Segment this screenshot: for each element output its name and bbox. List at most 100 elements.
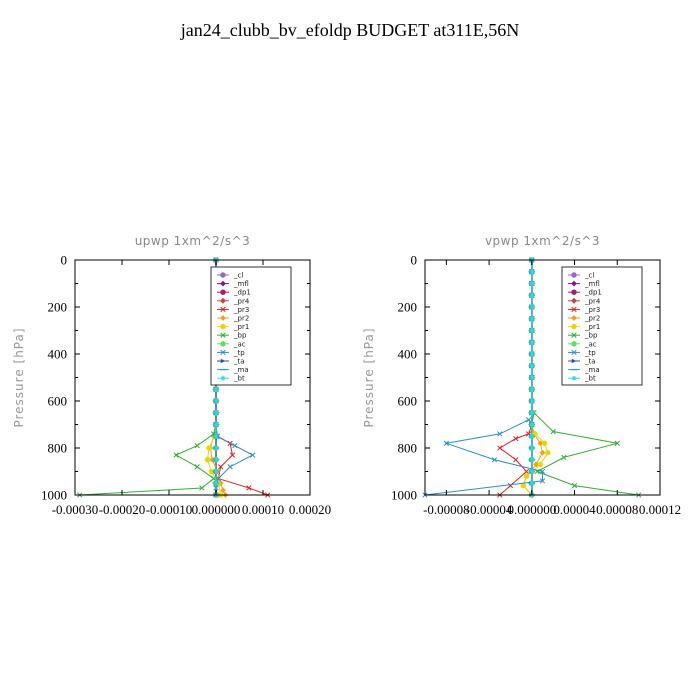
data-point <box>213 469 219 474</box>
data-point <box>529 316 535 322</box>
legend-marker <box>220 375 226 381</box>
legend-item: _bp <box>217 332 247 340</box>
data-point <box>545 450 551 456</box>
data-point <box>507 482 514 489</box>
y-tick-label: 1000 <box>391 488 417 503</box>
data-point <box>561 454 567 461</box>
x-tick-label: 0.00010 <box>242 502 284 517</box>
data-point <box>497 445 503 451</box>
legend-label: _bt <box>233 375 245 383</box>
legend-item: _bp <box>568 332 598 340</box>
series-line <box>522 260 549 496</box>
legend-marker <box>220 297 226 304</box>
page-title: jan24_clubb_bv_efoldp BUDGET at311E,56N <box>180 20 520 40</box>
data-point <box>497 431 503 437</box>
legend-label: _pr3 <box>233 306 249 314</box>
data-point <box>213 457 219 463</box>
data-point <box>513 457 519 463</box>
vpwp-panel: vpwp 1xm^2/s^3 Pressure [hPa] 0 200 400 600 80… <box>362 234 681 517</box>
y-tick-label: 600 <box>48 394 68 409</box>
legend-item: _ac <box>568 340 597 348</box>
legend-label: _dp1 <box>233 289 251 297</box>
legend-item: _mfl <box>217 280 249 288</box>
series-bt <box>529 257 535 498</box>
y-tick-label: 200 <box>398 300 418 315</box>
x-tick-label: 0.00004 <box>553 502 596 517</box>
legend-label: _tp <box>233 349 245 357</box>
legend-label: _pr1 <box>233 323 249 331</box>
data-point <box>229 452 236 458</box>
legend-label: _dp1 <box>584 289 602 297</box>
y-axis-label: Pressure [hPa] <box>12 327 26 427</box>
data-point <box>227 464 233 470</box>
legend-marker <box>571 280 577 287</box>
legend-marker <box>220 323 226 330</box>
data-point <box>523 468 530 475</box>
legend-marker <box>220 341 226 347</box>
legend-item: _pr2 <box>568 315 600 323</box>
x-tick-label: -0.00030 <box>52 502 99 517</box>
y-tick-label: 400 <box>398 347 418 362</box>
legend-label: _tp <box>584 349 596 357</box>
legend-marker <box>571 349 577 356</box>
panel-title: upwp 1xm^2/s^3 <box>135 234 251 248</box>
legend-marker <box>571 297 577 304</box>
legend-item: _dp1 <box>568 289 602 297</box>
data-point <box>529 410 535 416</box>
data-point <box>218 464 224 470</box>
y-tick-label: 600 <box>398 394 418 409</box>
y-tick-label: 800 <box>398 441 418 456</box>
legend-item: _pr1 <box>568 323 600 331</box>
data-point <box>232 442 238 449</box>
legend-item: _ta <box>217 358 245 366</box>
legend-marker <box>220 306 226 313</box>
data-point <box>213 398 219 404</box>
data-point <box>529 375 535 380</box>
data-point <box>529 304 535 310</box>
legend-label: _pr2 <box>233 315 249 323</box>
x-tick-label: 0.000000 <box>192 502 241 517</box>
legend-item: _cl <box>217 272 243 280</box>
data-point <box>520 482 526 489</box>
x-tick-label: -0.00020 <box>99 502 146 517</box>
y-tick-label: 0 <box>411 253 418 268</box>
data-point <box>529 457 535 463</box>
series-tp <box>422 257 546 498</box>
data-point <box>533 461 539 468</box>
legend-marker <box>571 358 577 364</box>
series-line <box>424 260 543 496</box>
legend-marker <box>220 289 226 295</box>
legend-label: _pr1 <box>584 323 600 331</box>
legend-label: _pr2 <box>584 315 600 323</box>
data-point <box>529 281 535 286</box>
x-tick-label: -0.00004 <box>466 502 513 517</box>
legend-label: _mfl <box>233 280 249 288</box>
upwp-panel: upwp 1xm^2/s^3 Pressure [hPa] 0 200 400 600 80… <box>12 234 331 517</box>
legend-marker <box>571 375 577 381</box>
legend-label: _ac <box>584 340 597 348</box>
legend-item: _pr4 <box>217 297 250 305</box>
legend-label: _ta <box>233 358 245 366</box>
legend-item: _ac <box>217 340 246 348</box>
legend-label: _ta <box>584 358 596 366</box>
legend-item: _pr1 <box>217 323 249 331</box>
data-point <box>513 435 519 442</box>
data-point <box>541 440 548 446</box>
data-point <box>529 269 535 275</box>
data-point <box>529 445 535 451</box>
data-point <box>220 487 226 494</box>
series-bp <box>77 257 219 498</box>
x-tick-label: -0.00008 <box>423 502 470 517</box>
legend-label: _cl <box>584 272 594 280</box>
series-pr1 <box>520 257 551 498</box>
legend-item: _tp <box>568 349 596 357</box>
legend-label: _ma <box>233 366 249 374</box>
legend-item: _ma <box>568 366 600 374</box>
data-point <box>213 386 219 392</box>
data-point <box>529 328 535 333</box>
x-tick-label: 0.000000 <box>507 502 556 517</box>
x-tick-label: 0.00020 <box>289 502 331 517</box>
x-tick-label: -0.00010 <box>146 502 193 517</box>
legend-item: _pr3 <box>217 306 249 314</box>
